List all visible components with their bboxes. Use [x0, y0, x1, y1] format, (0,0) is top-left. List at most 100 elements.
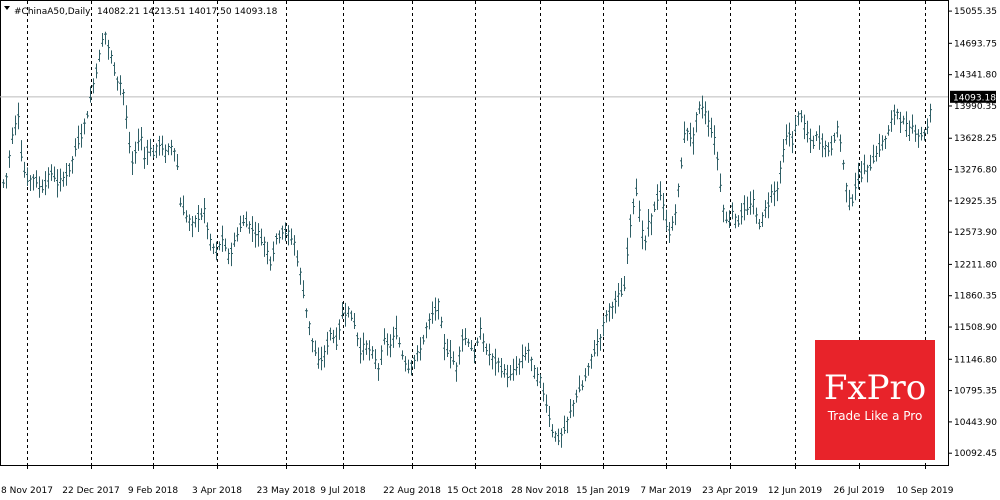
ohlc-bar	[329, 327, 332, 341]
logo-tagline: Trade Like a Pro	[827, 409, 923, 423]
x-axis: 8 Nov 2017 22 Dec 2017 9 Feb 2018 3 Apr 201…	[1, 465, 954, 496]
ohlc-bar	[494, 348, 497, 376]
ohlc-bar	[503, 364, 506, 378]
ohlc-bar	[284, 222, 287, 242]
ohlc-bar	[515, 356, 518, 376]
chart-header: #ChinaA50,Daily 14082.21 14213.51 14017.…	[4, 6, 278, 17]
ohlc-bar	[8, 150, 11, 168]
ohlc-bar	[899, 111, 902, 134]
ohlc-bar	[707, 110, 710, 137]
ohlc-bar	[827, 142, 830, 157]
ohlc-bar	[713, 125, 716, 155]
x-tick-label: 22 Dec 2017	[62, 486, 120, 496]
y-tick-label: 14693.75	[954, 39, 997, 49]
ohlc-bar	[422, 334, 425, 345]
ohlc-bar	[245, 211, 248, 228]
ohlc-bar	[251, 216, 254, 242]
ohlc-bar	[623, 275, 626, 292]
ohlc-bar	[773, 181, 776, 207]
ohlc-bar	[551, 424, 554, 438]
current-price-badge: 14093.18	[950, 90, 996, 103]
ohlc-bar	[926, 118, 929, 135]
ohlc-bar	[305, 308, 308, 318]
ohlc-bar	[416, 345, 419, 362]
ohlc-bar	[209, 233, 212, 251]
ohlc-bar	[50, 164, 53, 181]
ohlc-bar	[446, 338, 449, 357]
ohlc-bar	[14, 115, 17, 136]
ohlc-bar	[524, 346, 527, 361]
ohlc-bar	[545, 394, 548, 413]
ohlc-bar	[122, 89, 125, 106]
ohlc-bar	[548, 405, 551, 428]
ohlc-bar	[725, 211, 728, 224]
ohlc-bar	[221, 225, 224, 252]
ohlc-bar	[917, 129, 920, 148]
ohlc-bar	[842, 159, 845, 170]
ohlc-bar	[572, 400, 575, 417]
ohlc-bar	[137, 128, 140, 151]
ohlc-bar	[791, 131, 794, 154]
ohlc-bar	[761, 212, 764, 227]
ohlc-bar	[851, 194, 854, 207]
ohlc-bar	[95, 63, 98, 79]
ohlc-bar	[560, 428, 563, 448]
ohlc-bar	[704, 101, 707, 125]
y-tick-label: 13276.80	[954, 166, 997, 176]
ohlc-bar	[677, 183, 680, 198]
ohlc-bar	[929, 103, 932, 123]
y-tick-label: 10795.35	[954, 387, 997, 397]
ohlc-bar	[563, 415, 566, 434]
ohlc-bar	[839, 134, 842, 152]
ohlc-bar	[152, 145, 155, 158]
ohlc-bar	[158, 135, 161, 156]
collapse-triangle-icon[interactable]	[4, 6, 10, 10]
ohlc-bar	[212, 243, 215, 254]
ohlc-bar	[428, 313, 431, 330]
ohlc-bar	[302, 280, 305, 299]
ohlc-bar	[659, 181, 662, 201]
ohlc-bar	[296, 250, 299, 267]
ohlc-bar	[857, 162, 860, 190]
ohlc-bar	[113, 62, 116, 76]
ohlc-bar	[227, 248, 230, 265]
ohlc-bar	[77, 125, 80, 149]
ohlc-bar	[809, 128, 812, 153]
ohlc-bar	[860, 161, 863, 183]
ohlc-bar	[584, 368, 587, 382]
ohlc-bar	[344, 302, 347, 327]
ohlc-bar	[62, 171, 65, 187]
ohlc-bar	[668, 221, 671, 243]
ohlc-bar	[203, 197, 206, 224]
ohlc-bar	[350, 310, 353, 321]
ohlc-bar	[38, 176, 41, 198]
ohlc-bar	[299, 267, 302, 285]
y-tick-label: 13990.35	[954, 102, 997, 112]
ohlc-bar	[107, 39, 110, 60]
ohlc-bar	[260, 228, 263, 246]
ohlc-bar	[278, 230, 281, 244]
ohlc-bar	[821, 133, 824, 158]
ohlc-bar	[170, 139, 173, 156]
ohlc-bar	[653, 201, 656, 212]
x-tick-label: 7 Mar 2019	[640, 486, 692, 496]
ohlc-bar	[104, 31, 107, 45]
ohlc-bar	[341, 302, 344, 319]
ohlc-bar	[617, 282, 620, 307]
ohlc-bar	[464, 328, 467, 346]
ohlc-bar	[590, 353, 593, 369]
ohlc-bar	[467, 338, 470, 347]
ohlc-bar	[782, 139, 785, 163]
x-tick-label: 3 Apr 2018	[192, 486, 242, 496]
y-tick-label: 10443.90	[954, 418, 997, 428]
ohlc-bar	[5, 173, 8, 189]
ohlc-bar	[911, 114, 914, 134]
ohlc-bar	[599, 333, 602, 351]
logo-brand: FxPro	[823, 368, 927, 408]
ohlc-bar	[233, 232, 236, 247]
ohlc-bar	[830, 135, 833, 156]
ohlc-bar	[731, 202, 734, 220]
ohlc-bar	[146, 139, 149, 165]
ohlc-bar	[167, 143, 170, 156]
ohlc-bar	[311, 338, 314, 353]
